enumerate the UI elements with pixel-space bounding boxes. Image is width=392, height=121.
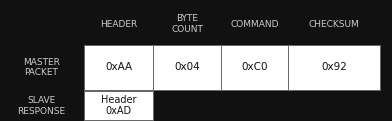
Text: BYTE
COUNT: BYTE COUNT [171,15,203,34]
Text: 0xC0: 0xC0 [241,62,268,72]
Bar [153,45,221,90]
Text: SLAVE
RESPONSE: SLAVE RESPONSE [17,96,65,116]
Text: HEADER: HEADER [100,20,137,29]
Text: 0xAA: 0xAA [105,62,132,72]
Bar [84,45,153,90]
Text: Header
0xAD: Header 0xAD [101,95,136,116]
Text: MASTER
PACKET: MASTER PACKET [23,58,60,77]
Bar [288,45,380,90]
Bar [84,91,153,120]
Text: 0x92: 0x92 [321,62,347,72]
Bar [221,45,288,90]
Text: CHECKSUM: CHECKSUM [309,20,359,29]
Text: 0x04: 0x04 [174,62,200,72]
Text: COMMAND: COMMAND [230,20,279,29]
